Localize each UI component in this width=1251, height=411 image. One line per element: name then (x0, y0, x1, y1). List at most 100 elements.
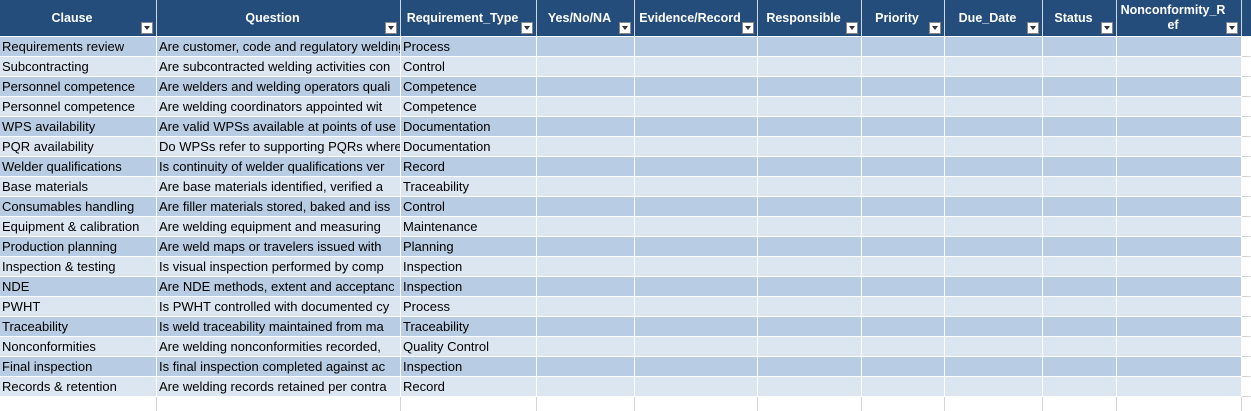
cell[interactable] (758, 77, 862, 97)
cell[interactable] (1242, 217, 1251, 237)
cell[interactable] (1117, 117, 1242, 137)
cell[interactable] (1043, 217, 1117, 237)
cell[interactable] (1242, 97, 1251, 117)
cell[interactable]: Nonconformities (0, 337, 157, 357)
cell[interactable] (758, 377, 862, 397)
cell[interactable]: Are valid WPSs available at points of us… (157, 117, 401, 137)
cell[interactable] (635, 177, 758, 197)
cell[interactable] (945, 257, 1043, 277)
filter-button[interactable] (1101, 22, 1113, 34)
cell[interactable]: Subcontracting (0, 57, 157, 77)
cell[interactable] (537, 117, 635, 137)
cell[interactable] (758, 217, 862, 237)
cell[interactable] (945, 137, 1043, 157)
cell[interactable] (862, 137, 945, 157)
cell[interactable] (945, 217, 1043, 237)
cell[interactable]: Production planning (0, 237, 157, 257)
empty-cell[interactable] (945, 397, 1043, 411)
filter-button[interactable] (1226, 22, 1238, 34)
cell[interactable] (945, 237, 1043, 257)
empty-cell[interactable] (157, 397, 401, 411)
empty-cell[interactable] (401, 397, 537, 411)
empty-cell[interactable] (862, 397, 945, 411)
cell[interactable]: Requirements review (0, 37, 157, 57)
cell[interactable]: Are welding coordinators appointed wit (157, 97, 401, 117)
cell[interactable] (758, 137, 862, 157)
filter-button[interactable] (141, 22, 153, 34)
filter-button[interactable] (619, 22, 631, 34)
cell[interactable] (635, 337, 758, 357)
cell[interactable] (1043, 37, 1117, 57)
cell[interactable] (1117, 377, 1242, 397)
cell[interactable] (1117, 277, 1242, 297)
cell[interactable] (758, 237, 862, 257)
cell[interactable]: Are subcontracted welding activities con (157, 57, 401, 77)
cell[interactable] (862, 357, 945, 377)
cell[interactable]: Inspection & testing (0, 257, 157, 277)
cell[interactable]: Maintenance (401, 217, 537, 237)
cell[interactable] (1117, 157, 1242, 177)
cell[interactable] (862, 237, 945, 257)
cell[interactable] (1242, 337, 1251, 357)
cell[interactable]: Control (401, 57, 537, 77)
cell[interactable] (758, 177, 862, 197)
cell[interactable] (1043, 197, 1117, 217)
cell[interactable] (537, 377, 635, 397)
cell[interactable]: Equipment & calibration (0, 217, 157, 237)
cell[interactable] (862, 217, 945, 237)
cell[interactable] (635, 277, 758, 297)
cell[interactable] (635, 217, 758, 237)
cell[interactable]: Traceability (401, 317, 537, 337)
cell[interactable]: Are welding records retained per contra (157, 377, 401, 397)
cell[interactable] (945, 337, 1043, 357)
cell[interactable]: Are welding equipment and measuring (157, 217, 401, 237)
filter-button[interactable] (846, 22, 858, 34)
cell[interactable]: Are welding nonconformities recorded, (157, 337, 401, 357)
cell[interactable] (537, 217, 635, 237)
cell[interactable] (537, 317, 635, 337)
cell[interactable] (945, 177, 1043, 197)
cell[interactable]: Documentation (401, 137, 537, 157)
cell[interactable]: Is PWHT controlled with documented cy (157, 297, 401, 317)
cell[interactable] (1117, 297, 1242, 317)
cell[interactable] (537, 37, 635, 57)
cell[interactable] (945, 357, 1043, 377)
cell[interactable] (1043, 97, 1117, 117)
filter-button[interactable] (521, 22, 533, 34)
cell[interactable]: Final inspection (0, 357, 157, 377)
cell[interactable] (1043, 337, 1117, 357)
filter-button[interactable] (929, 22, 941, 34)
cell[interactable] (635, 77, 758, 97)
cell[interactable] (1242, 317, 1251, 337)
cell[interactable] (635, 317, 758, 337)
cell[interactable] (862, 37, 945, 57)
cell[interactable] (1043, 237, 1117, 257)
cell[interactable] (1043, 137, 1117, 157)
cell[interactable] (635, 357, 758, 377)
cell[interactable] (635, 257, 758, 277)
cell[interactable] (1242, 377, 1251, 397)
cell[interactable] (945, 377, 1043, 397)
cell[interactable] (1043, 57, 1117, 77)
cell[interactable] (1117, 57, 1242, 77)
cell[interactable]: Inspection (401, 357, 537, 377)
empty-cell[interactable] (1117, 397, 1242, 411)
cell[interactable] (635, 137, 758, 157)
cell[interactable] (537, 177, 635, 197)
cell[interactable]: Is weld traceability maintained from ma (157, 317, 401, 337)
cell[interactable]: WPS availability (0, 117, 157, 137)
cell[interactable]: PWHT (0, 297, 157, 317)
cell[interactable] (862, 57, 945, 77)
cell[interactable] (1242, 257, 1251, 277)
cell[interactable] (1117, 97, 1242, 117)
cell[interactable] (635, 117, 758, 137)
cell[interactable]: Process (401, 297, 537, 317)
cell[interactable]: Are base materials identified, verified … (157, 177, 401, 197)
cell[interactable]: Inspection (401, 277, 537, 297)
cell[interactable]: Quality Control (401, 337, 537, 357)
cell[interactable]: Traceability (0, 317, 157, 337)
cell[interactable] (1043, 357, 1117, 377)
cell[interactable] (862, 297, 945, 317)
filter-button[interactable] (742, 22, 754, 34)
cell[interactable] (1043, 257, 1117, 277)
